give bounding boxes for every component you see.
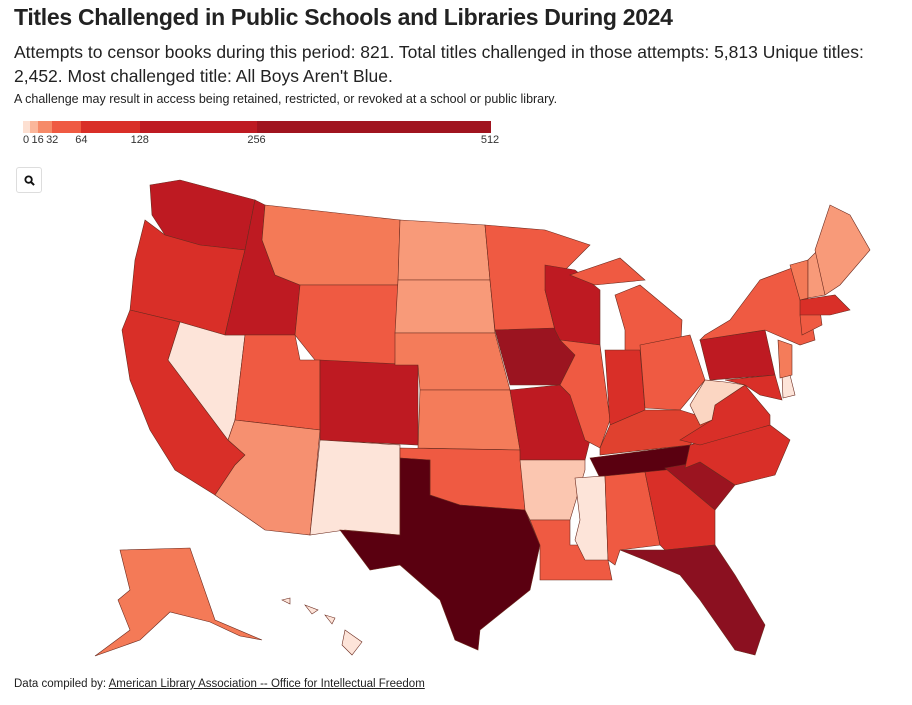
state-hi[interactable]: [281, 597, 363, 656]
state-tx[interactable]: [339, 457, 541, 651]
legend-tick: 512: [480, 134, 500, 146]
legend-bin: [81, 121, 141, 133]
state-az[interactable]: [214, 419, 321, 536]
state-oh[interactable]: [639, 334, 706, 411]
state-il[interactable]: [559, 339, 611, 449]
state-mt[interactable]: [261, 204, 401, 286]
legend-bin: [256, 121, 491, 133]
state-ma[interactable]: [799, 294, 851, 316]
chart-title: Titles Challenged in Public Schools and …: [14, 4, 673, 30]
search-icon: [23, 174, 35, 186]
legend-tick: 64: [75, 134, 88, 146]
legend-tick: 128: [130, 134, 149, 146]
state-sd[interactable]: [394, 279, 496, 334]
state-fl[interactable]: [619, 544, 766, 656]
legend-bin: [52, 121, 82, 133]
state-wv[interactable]: [689, 379, 746, 426]
zoom-button[interactable]: [16, 167, 42, 193]
legend-bin: [30, 121, 39, 133]
legend-ticks: 0 16 32 64 128 256 512: [23, 134, 499, 148]
legend-bin: [37, 121, 53, 133]
state-ks[interactable]: [417, 389, 521, 451]
legend-tick: 0: [23, 134, 30, 146]
state-nj[interactable]: [777, 339, 793, 379]
state-wy[interactable]: [294, 284, 399, 366]
state-ak[interactable]: [94, 547, 263, 657]
chart-subtitle: Attempts to censor books during this per…: [14, 42, 864, 86]
state-md[interactable]: [724, 374, 783, 401]
state-me[interactable]: [814, 204, 871, 296]
footer-credit: Data compiled by: American Library Assoc…: [14, 678, 425, 690]
chart-note: A challenge may result in access being r…: [14, 92, 558, 106]
source-link[interactable]: American Library Association -- Office f…: [108, 678, 425, 690]
legend-bin: [23, 121, 31, 133]
legend-tick: 256: [247, 134, 266, 146]
state-co[interactable]: [319, 359, 419, 446]
state-nm[interactable]: [309, 439, 401, 536]
state-de[interactable]: [781, 374, 796, 399]
legend-tick: 16: [31, 134, 44, 146]
state-ms[interactable]: [574, 475, 609, 561]
state-ar[interactable]: [519, 459, 586, 521]
state-nd[interactable]: [397, 219, 491, 281]
legend-bin: [139, 121, 257, 133]
color-legend: [23, 121, 491, 133]
footer-prefix: Data compiled by:: [14, 678, 109, 690]
state-la[interactable]: [529, 519, 613, 581]
legend-tick: 32: [46, 134, 59, 146]
